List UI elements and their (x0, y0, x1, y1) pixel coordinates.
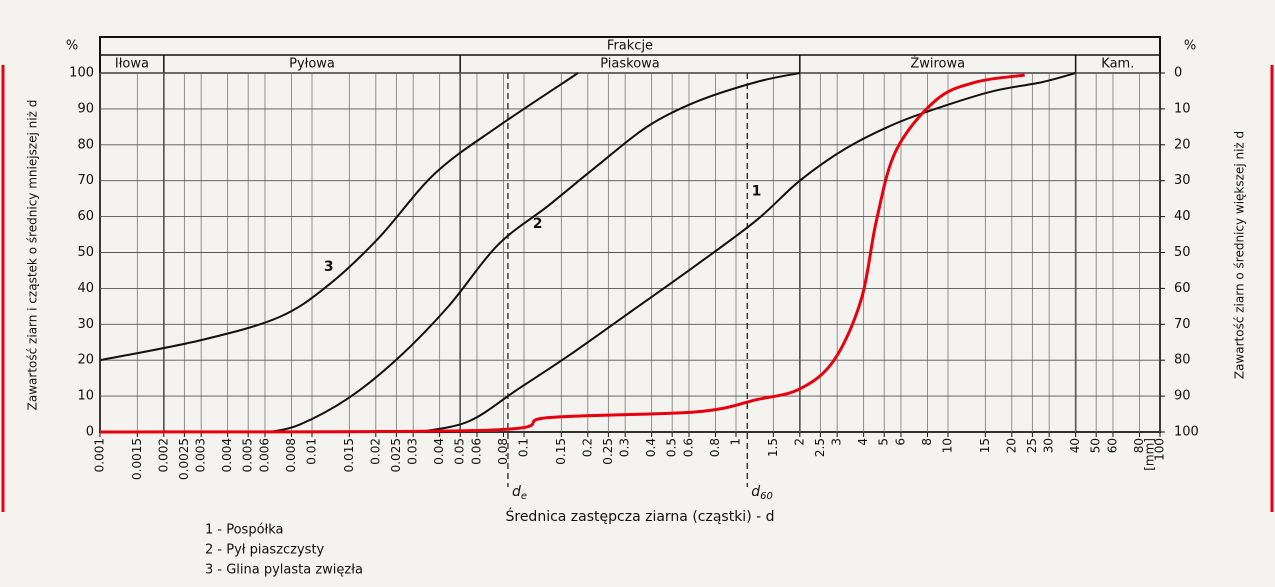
marker-symbol: d (751, 484, 760, 500)
y2-tick-label: 40 (1174, 209, 1191, 224)
x-tick-label: 0.001 (93, 438, 107, 472)
curve-label: 2 (533, 216, 543, 232)
x-tick-label: 0.8 (708, 438, 722, 457)
x-tick-label: 0.01 (305, 438, 319, 465)
x-tick-label: 0.005 (241, 438, 255, 472)
y-tick-label: 90 (77, 101, 94, 116)
legend-entry: 2 - Pył piaszczysty (205, 543, 325, 558)
x-tick-label: 0.002 (156, 438, 170, 472)
fraction-name: Iłowa (115, 57, 149, 72)
x-tick-label: 0.6 (681, 438, 695, 457)
x-tick-label: 0.25 (601, 438, 615, 465)
y2-unit: % (1184, 39, 1196, 54)
marker-label: de (512, 484, 527, 502)
y2-tick-label: 50 (1174, 245, 1191, 260)
marker-subscript: e (521, 491, 527, 502)
y-tick-label: 60 (77, 209, 94, 224)
legend-entry: 3 - Glina pylasta zwięzła (205, 563, 363, 578)
x-tick-label: 0.1 (517, 438, 531, 457)
x-tick-label: 0.04 (432, 438, 446, 465)
x-tick-label: 0.05 (453, 438, 467, 465)
x-tick-label: 100 (1153, 438, 1167, 461)
y2-tick-label: 0 (1174, 66, 1182, 81)
y2-tick-label: 20 (1174, 137, 1191, 152)
x-tick-label: 25 (1025, 438, 1039, 453)
fraction-name: Pyłowa (289, 57, 335, 72)
x-tick-label: 0.003 (194, 438, 208, 472)
y-tick-label: 0 (86, 425, 94, 440)
y-tick-label: 100 (69, 66, 94, 81)
x-tick-label: 1.5 (766, 438, 780, 457)
x-tick-label: 3 (830, 438, 844, 446)
x-tick-label: 0.015 (342, 438, 356, 472)
curve (99, 73, 1025, 434)
x-tick-label: 0.0015 (130, 438, 144, 480)
y-tick-label: 40 (77, 281, 94, 296)
marker-subscript: 60 (760, 491, 773, 502)
x-tick-label: 0.03 (406, 438, 420, 465)
curve-label: 1 (752, 183, 762, 199)
x-tick-label: 6 (893, 438, 907, 446)
x-tick-label: 50 (1089, 438, 1103, 453)
x-tick-label: 40 (1068, 438, 1082, 453)
y-tick-label: 50 (77, 245, 94, 260)
y-tick-label: 80 (77, 137, 94, 152)
x-tick-label: 2 (792, 438, 806, 446)
y2-tick-label: 90 (1174, 389, 1191, 404)
x-tick-label: 0.3 (618, 438, 632, 457)
y-tick-label: 20 (77, 353, 94, 368)
y2-tick-label: 100 (1174, 425, 1199, 440)
x-unit: [mm] (1143, 438, 1157, 471)
x-tick-label: 10 (941, 438, 955, 453)
y2-tick-label: 10 (1174, 101, 1191, 116)
x-tick-label: 0.02 (368, 438, 382, 465)
fraction-name: Kam. (1101, 57, 1134, 72)
y2-tick-label: 30 (1174, 173, 1191, 188)
x-tick-label: 8 (920, 438, 934, 446)
x-tick-label: 0.06 (469, 438, 483, 465)
x-tick-label: 20 (1004, 438, 1018, 453)
curve (418, 72, 1076, 433)
legend-entry: 1 - Pospółka (205, 523, 284, 538)
y2-tick-label: 80 (1174, 353, 1191, 368)
curve-label: 3 (324, 259, 334, 275)
x-tick-label: 0.5 (665, 438, 679, 457)
y2-label: Zawartość ziarn o średnicy większej niż … (1233, 131, 1247, 379)
x-tick-label: 4 (856, 438, 870, 446)
x-tick-label: 0.15 (554, 438, 568, 465)
x-tick-label: 0.0025 (177, 438, 191, 480)
x-tick-label: 2.5 (813, 438, 827, 457)
marker-symbol: d (512, 484, 521, 500)
x-tick-label: 15 (978, 438, 992, 453)
x-tick-label: 0.006 (257, 438, 271, 472)
x-tick-label: 0.4 (644, 438, 658, 457)
y-tick-label: 10 (77, 389, 94, 404)
x-tick-label: 0.2 (580, 438, 594, 457)
x-tick-label: 0.08 (496, 438, 510, 465)
fraction-name: Piaskowa (600, 57, 660, 72)
curve (269, 72, 801, 433)
y2-tick-label: 70 (1174, 317, 1191, 332)
x-label: Średnica zastępcza ziarna (cząstki) - d (505, 507, 774, 525)
marker-label: d60 (751, 484, 773, 502)
x-tick-label: 80 (1132, 438, 1146, 453)
y-label: Zawartość ziarn i cząstek o średnicy mni… (26, 100, 40, 411)
x-tick-label: 0.025 (389, 438, 403, 472)
header: Frakcje (607, 39, 653, 54)
x-tick-label: 60 (1105, 438, 1119, 453)
curve (99, 72, 579, 362)
x-tick-label: 1 (729, 438, 743, 446)
x-tick-label: 0.008 (284, 438, 298, 472)
y-tick-label: 30 (77, 317, 94, 332)
y-unit: % (66, 39, 78, 54)
fraction-name: Żwirowa (910, 56, 965, 72)
x-tick-label: 5 (877, 438, 891, 446)
y-tick-label: 70 (77, 173, 94, 188)
x-tick-label: 0.004 (220, 438, 234, 472)
y2-tick-label: 60 (1174, 281, 1191, 296)
x-tick-label: 30 (1042, 438, 1056, 453)
